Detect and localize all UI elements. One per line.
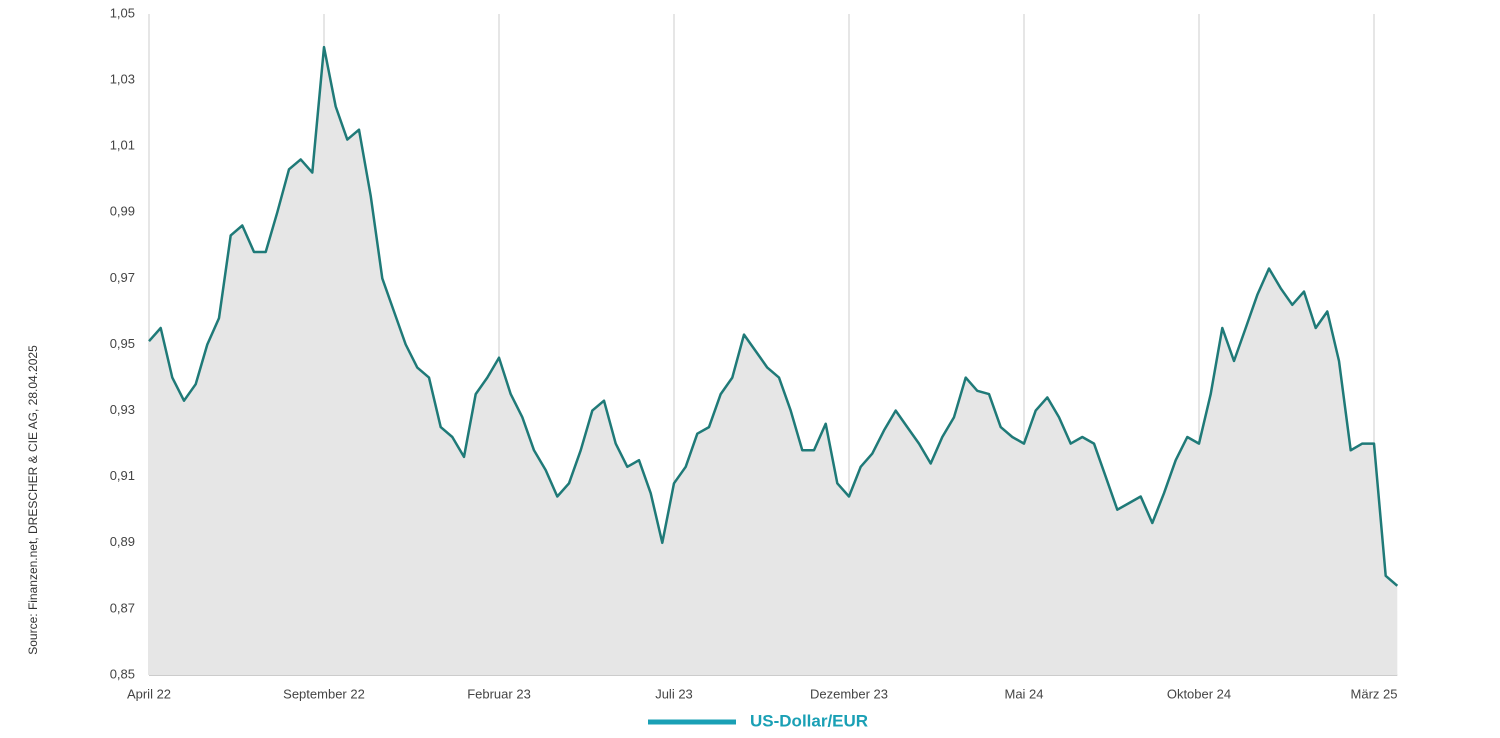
- y-tick-label: 0,85: [110, 666, 135, 681]
- y-tick-label: 0,93: [110, 402, 135, 417]
- y-tick-label: 0,99: [110, 204, 135, 219]
- area: [149, 47, 1398, 676]
- y-tick-label: 0,95: [110, 336, 135, 351]
- x-tick-label: Juli 23: [655, 686, 693, 701]
- y-tick-label: 0,87: [110, 600, 135, 615]
- y-tick-label: 1,01: [110, 138, 135, 153]
- y-tick-label: 1,05: [110, 5, 135, 20]
- x-tick-label: September 22: [283, 686, 365, 701]
- source-note: Source: Finanzen.net, DRESCHER & CIE AG,…: [26, 345, 40, 655]
- x-tick-label: Dezember 23: [810, 686, 888, 701]
- line: [148, 45, 1399, 587]
- y-tick-label: 0,91: [110, 468, 135, 483]
- legend-label: US-Dollar/EUR: [750, 711, 868, 730]
- x-tick-label: Oktober 24: [1167, 686, 1231, 701]
- y-tick-label: 0,89: [110, 534, 135, 549]
- x-tick-label: Februar 23: [467, 686, 531, 701]
- x-tick-label: April 22: [127, 686, 171, 701]
- y-tick-label: 0,97: [110, 270, 135, 285]
- y-tick-label: 1,03: [110, 72, 135, 87]
- x-tick-label: März 25: [1351, 686, 1398, 701]
- x-tick-label: Mai 24: [1004, 686, 1043, 701]
